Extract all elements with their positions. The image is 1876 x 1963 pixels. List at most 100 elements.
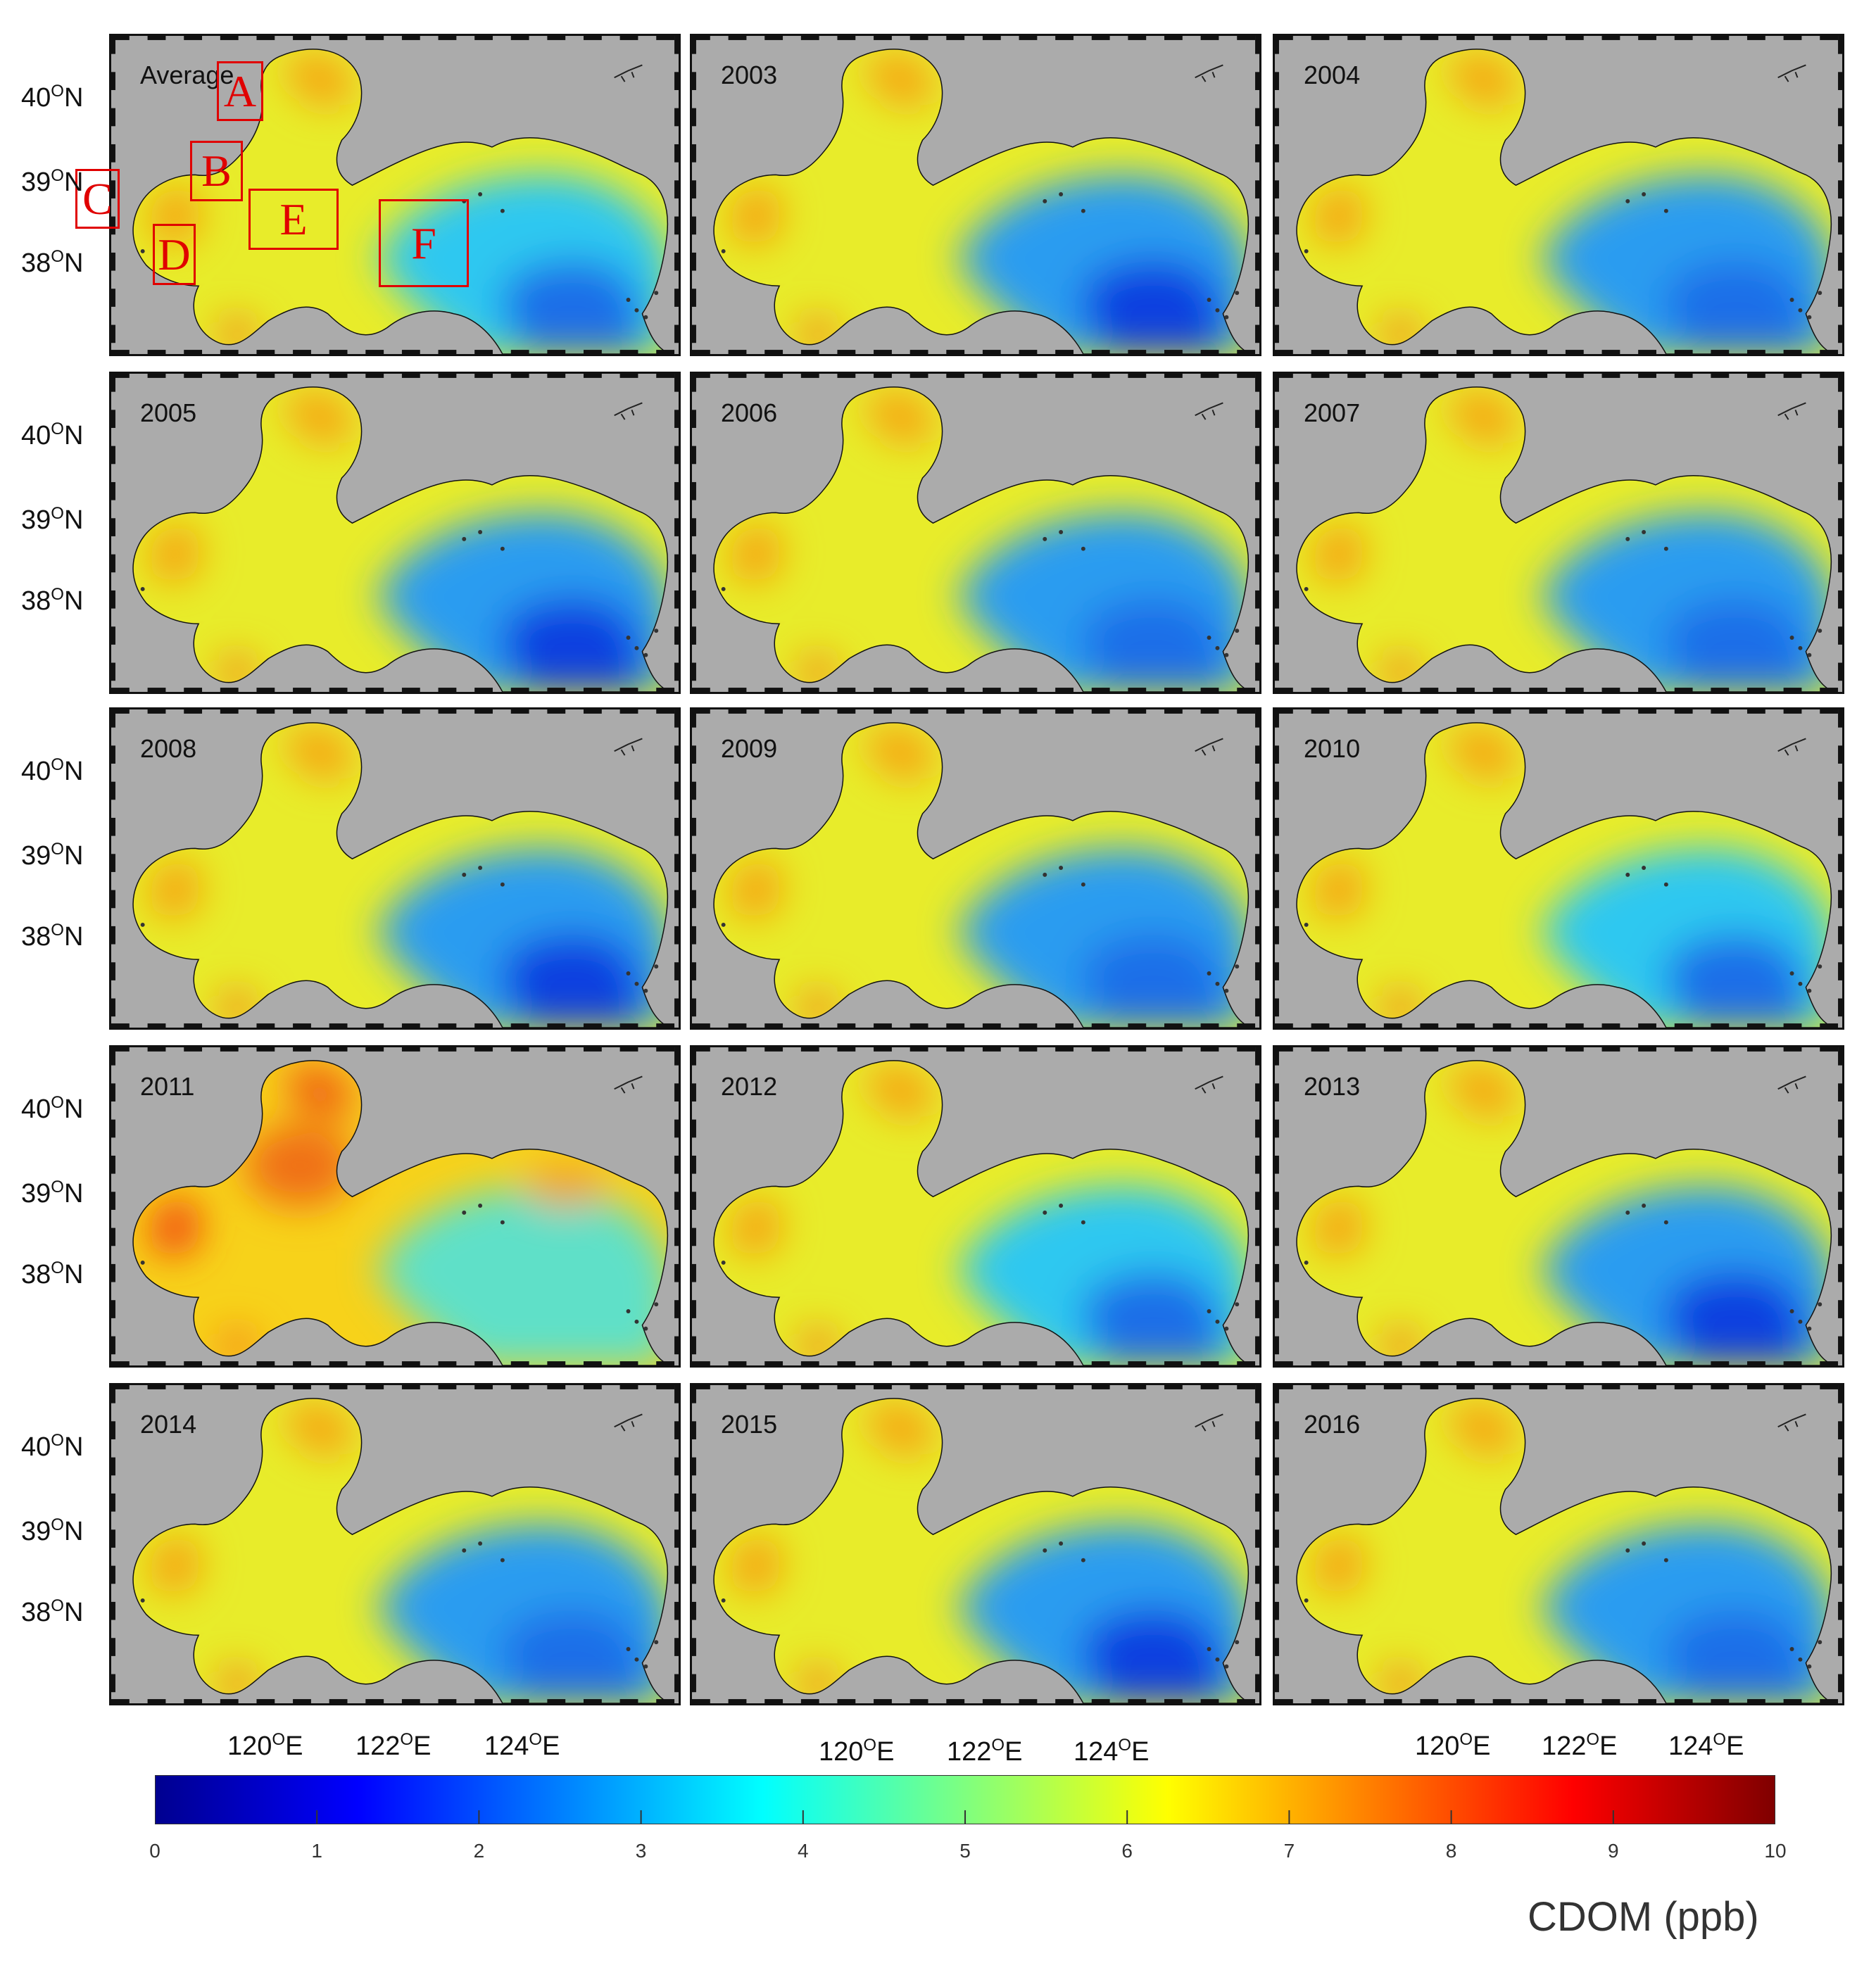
- colorbar-gradient: [155, 1775, 1775, 1824]
- latitude-label: 39ON: [21, 166, 84, 197]
- map-frame: [109, 34, 681, 356]
- cdom-field: [1275, 709, 1842, 1028]
- longitude-label: 124OE: [484, 1730, 560, 1761]
- map-frame: [690, 372, 1261, 694]
- panel-label: 2006: [721, 398, 778, 427]
- panel-label: 2003: [721, 61, 778, 89]
- latitude-label: 40ON: [21, 755, 84, 786]
- panel-label: 2010: [1304, 734, 1361, 763]
- latitude-label: 40ON: [21, 82, 84, 113]
- colorbar-tick-label: 5: [959, 1840, 971, 1862]
- latitude-label: 40ON: [21, 419, 84, 450]
- panel-label: 2012: [721, 1072, 778, 1101]
- longitude-label: 124OE: [1074, 1736, 1150, 1767]
- map-panel-2013: 2013: [1273, 1045, 1844, 1368]
- region-box-e: E: [248, 189, 339, 250]
- map-panel-2009: 2009: [690, 707, 1261, 1030]
- longitude-label: 120OE: [819, 1736, 895, 1767]
- map-panel-2016: 2016: [1273, 1383, 1844, 1705]
- cdom-field: [692, 1047, 1259, 1365]
- cdom-field: [1275, 1047, 1842, 1365]
- map-frame: [109, 1383, 681, 1705]
- longitude-label: 122OE: [355, 1730, 432, 1761]
- map-panel-average: Average A B C D E F: [75, 34, 681, 356]
- colorbar-title: CDOM (ppb): [1528, 1894, 1759, 1940]
- colorbar-tick-label: 2: [473, 1840, 485, 1862]
- latitude-label: 39ON: [21, 1515, 84, 1546]
- panel-label: 2015: [721, 1410, 778, 1439]
- map-panel-2011: 2011: [109, 1045, 681, 1368]
- longitude-label: 120OE: [1415, 1730, 1491, 1761]
- map-panel-2010: 2010: [1273, 707, 1844, 1030]
- region-box-a: A: [217, 61, 263, 121]
- latitude-label: 38ON: [21, 1596, 84, 1627]
- latitude-label: 38ON: [21, 921, 84, 952]
- cdom-field: [692, 374, 1259, 692]
- colorbar-tick-label: 10: [1764, 1840, 1787, 1862]
- cdom-field: [692, 36, 1259, 354]
- colorbar-tick-label: 0: [149, 1840, 160, 1862]
- cdom-field: [111, 36, 679, 354]
- latitude-label: 39ON: [21, 504, 84, 535]
- latitude-label: 40ON: [21, 1093, 84, 1124]
- map-frame: [1273, 34, 1844, 356]
- map-frame: [690, 34, 1261, 356]
- cdom-field: [692, 1385, 1259, 1703]
- map-panel-2007: 2007: [1273, 372, 1844, 694]
- longitude-label: 122OE: [947, 1736, 1023, 1767]
- region-box-f: F: [379, 199, 469, 287]
- cdom-field: [1275, 36, 1842, 354]
- map-frame: [1273, 1045, 1844, 1368]
- colorbar-tick-label: 1: [311, 1840, 322, 1862]
- map-frame: [1273, 372, 1844, 694]
- colorbar-tick-label: 8: [1445, 1840, 1457, 1862]
- map-panel-2012: 2012: [690, 1045, 1261, 1368]
- latitude-label: 38ON: [21, 247, 84, 278]
- map-panel-2006: 2006: [690, 372, 1261, 694]
- panel-label: 2004: [1304, 61, 1361, 89]
- latitude-label: 40ON: [21, 1431, 84, 1462]
- colorbar: [155, 1775, 1775, 1824]
- panel-label: 2009: [721, 734, 778, 763]
- panel-label: 2008: [140, 734, 197, 763]
- cdom-field: [1275, 1385, 1842, 1703]
- colorbar-tick-label: 7: [1283, 1840, 1295, 1862]
- colorbar-tick-label: 6: [1121, 1840, 1133, 1862]
- longitude-label: 120OE: [227, 1730, 303, 1761]
- panel-label: 2011: [140, 1072, 195, 1101]
- map-frame: [690, 1045, 1261, 1368]
- colorbar-tick-label: 9: [1608, 1840, 1619, 1862]
- cdom-field: [111, 374, 679, 692]
- latitude-label: 38ON: [21, 1258, 84, 1289]
- cdom-field: [692, 709, 1259, 1028]
- panel-label: 2014: [140, 1410, 197, 1439]
- cdom-field: [111, 1385, 679, 1703]
- cdom-field: [111, 1047, 679, 1365]
- map-panel-2003: 2003: [690, 34, 1261, 356]
- colorbar-tick-label: 3: [635, 1840, 647, 1862]
- map-frame: [1273, 1383, 1844, 1705]
- map-panel-2008: 2008: [109, 707, 681, 1030]
- map-panel-2005: 2005: [109, 372, 681, 694]
- region-box-b: B: [190, 141, 243, 201]
- region-box-d: D: [153, 224, 196, 285]
- map-frame: [109, 1045, 681, 1368]
- map-frame: [109, 707, 681, 1030]
- longitude-label: 122OE: [1542, 1730, 1618, 1761]
- map-frame: [109, 372, 681, 694]
- map-frame: [690, 1383, 1261, 1705]
- cdom-field: [1275, 374, 1842, 692]
- cdom-field: [111, 709, 679, 1028]
- longitude-label: 124OE: [1668, 1730, 1744, 1761]
- map-frame: [1273, 707, 1844, 1030]
- latitude-label: 39ON: [21, 1178, 84, 1208]
- map-panel-2015: 2015: [690, 1383, 1261, 1705]
- panel-label: 2016: [1304, 1410, 1361, 1439]
- latitude-label: 38ON: [21, 585, 84, 616]
- map-frame: [690, 707, 1261, 1030]
- panel-label: 2007: [1304, 398, 1361, 427]
- panel-label: 2005: [140, 398, 197, 427]
- colorbar-tick-label: 4: [798, 1840, 809, 1862]
- map-panel-2004: 2004: [1273, 34, 1844, 356]
